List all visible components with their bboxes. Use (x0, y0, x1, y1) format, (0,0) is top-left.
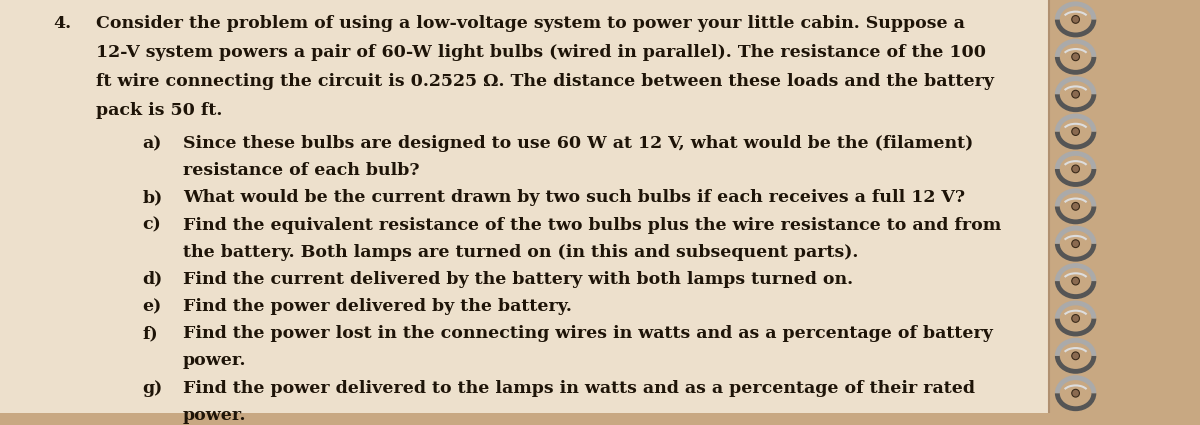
Text: 12-V system powers a pair of 60-W light bulbs (wired in parallel). The resistanc: 12-V system powers a pair of 60-W light … (96, 44, 986, 61)
Text: d): d) (143, 271, 163, 288)
Circle shape (1072, 352, 1080, 360)
Text: 4.: 4. (53, 14, 71, 31)
Text: g): g) (143, 380, 163, 397)
Text: b): b) (143, 189, 163, 206)
Text: Consider the problem of using a low-voltage system to power your little cabin. S: Consider the problem of using a low-volt… (96, 14, 965, 31)
Circle shape (1072, 202, 1080, 210)
Circle shape (1072, 53, 1080, 61)
Text: Find the power lost in the connecting wires in watts and as a percentage of batt: Find the power lost in the connecting wi… (182, 325, 992, 342)
Text: e): e) (143, 298, 162, 315)
Circle shape (1072, 165, 1080, 173)
Text: ft wire connecting the circuit is 0.2525 Ω. The distance between these loads and: ft wire connecting the circuit is 0.2525… (96, 73, 995, 90)
Circle shape (1072, 128, 1080, 136)
Circle shape (1072, 16, 1080, 23)
Text: Find the equivalent resistance of the two bulbs plus the wire resistance to and : Find the equivalent resistance of the tw… (182, 216, 1001, 233)
Circle shape (1072, 389, 1080, 397)
Text: power.: power. (182, 407, 246, 424)
FancyBboxPatch shape (1049, 0, 1154, 413)
Text: the battery. Both lamps are turned on (in this and subsequent parts).: the battery. Both lamps are turned on (i… (182, 244, 858, 261)
Text: Find the current delivered by the battery with both lamps turned on.: Find the current delivered by the batter… (182, 271, 853, 288)
Circle shape (1072, 277, 1080, 285)
Text: f): f) (143, 325, 158, 342)
Text: What would be the current drawn by two such bulbs if each receives a full 12 V?: What would be the current drawn by two s… (182, 189, 965, 206)
FancyBboxPatch shape (0, 0, 1049, 413)
Text: a): a) (143, 135, 162, 152)
Text: pack is 50 ft.: pack is 50 ft. (96, 102, 222, 119)
Text: Since these bulbs are designed to use 60 W at 12 V, what would be the (filament): Since these bulbs are designed to use 60… (182, 135, 973, 152)
Text: Find the power delivered by the battery.: Find the power delivered by the battery. (182, 298, 571, 315)
Circle shape (1072, 314, 1080, 322)
Text: Find the power delivered to the lamps in watts and as a percentage of their rate: Find the power delivered to the lamps in… (182, 380, 974, 397)
Text: c): c) (143, 216, 161, 233)
Text: power.: power. (182, 352, 246, 369)
Text: resistance of each bulb?: resistance of each bulb? (182, 162, 419, 179)
Circle shape (1072, 240, 1080, 248)
Circle shape (1072, 90, 1080, 98)
